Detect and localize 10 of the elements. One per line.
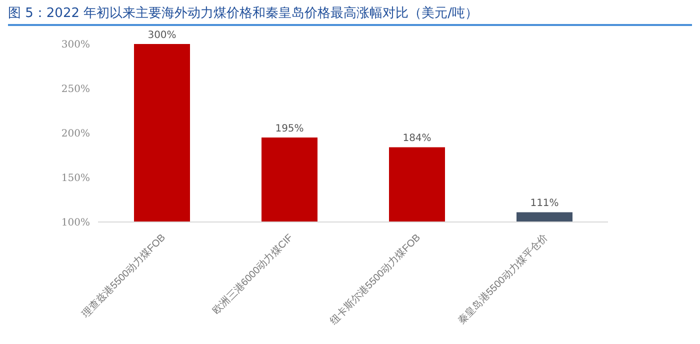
data-label: 195% <box>275 123 304 134</box>
y-tick-label: 300% <box>61 40 90 51</box>
data-label: 184% <box>402 133 432 144</box>
y-tick-label: 200% <box>61 128 90 140</box>
y-tick-label: 150% <box>61 173 90 184</box>
chart-title: 图 5：2022 年初以来主要海外动力煤价格和秦皇岛价格最高涨幅对比（美元/吨） <box>8 4 692 26</box>
data-label: 300% <box>148 30 176 41</box>
data-label: 111% <box>530 198 559 210</box>
y-tick-label: 250% <box>61 84 90 96</box>
y-tick-label: 100% <box>61 218 90 229</box>
